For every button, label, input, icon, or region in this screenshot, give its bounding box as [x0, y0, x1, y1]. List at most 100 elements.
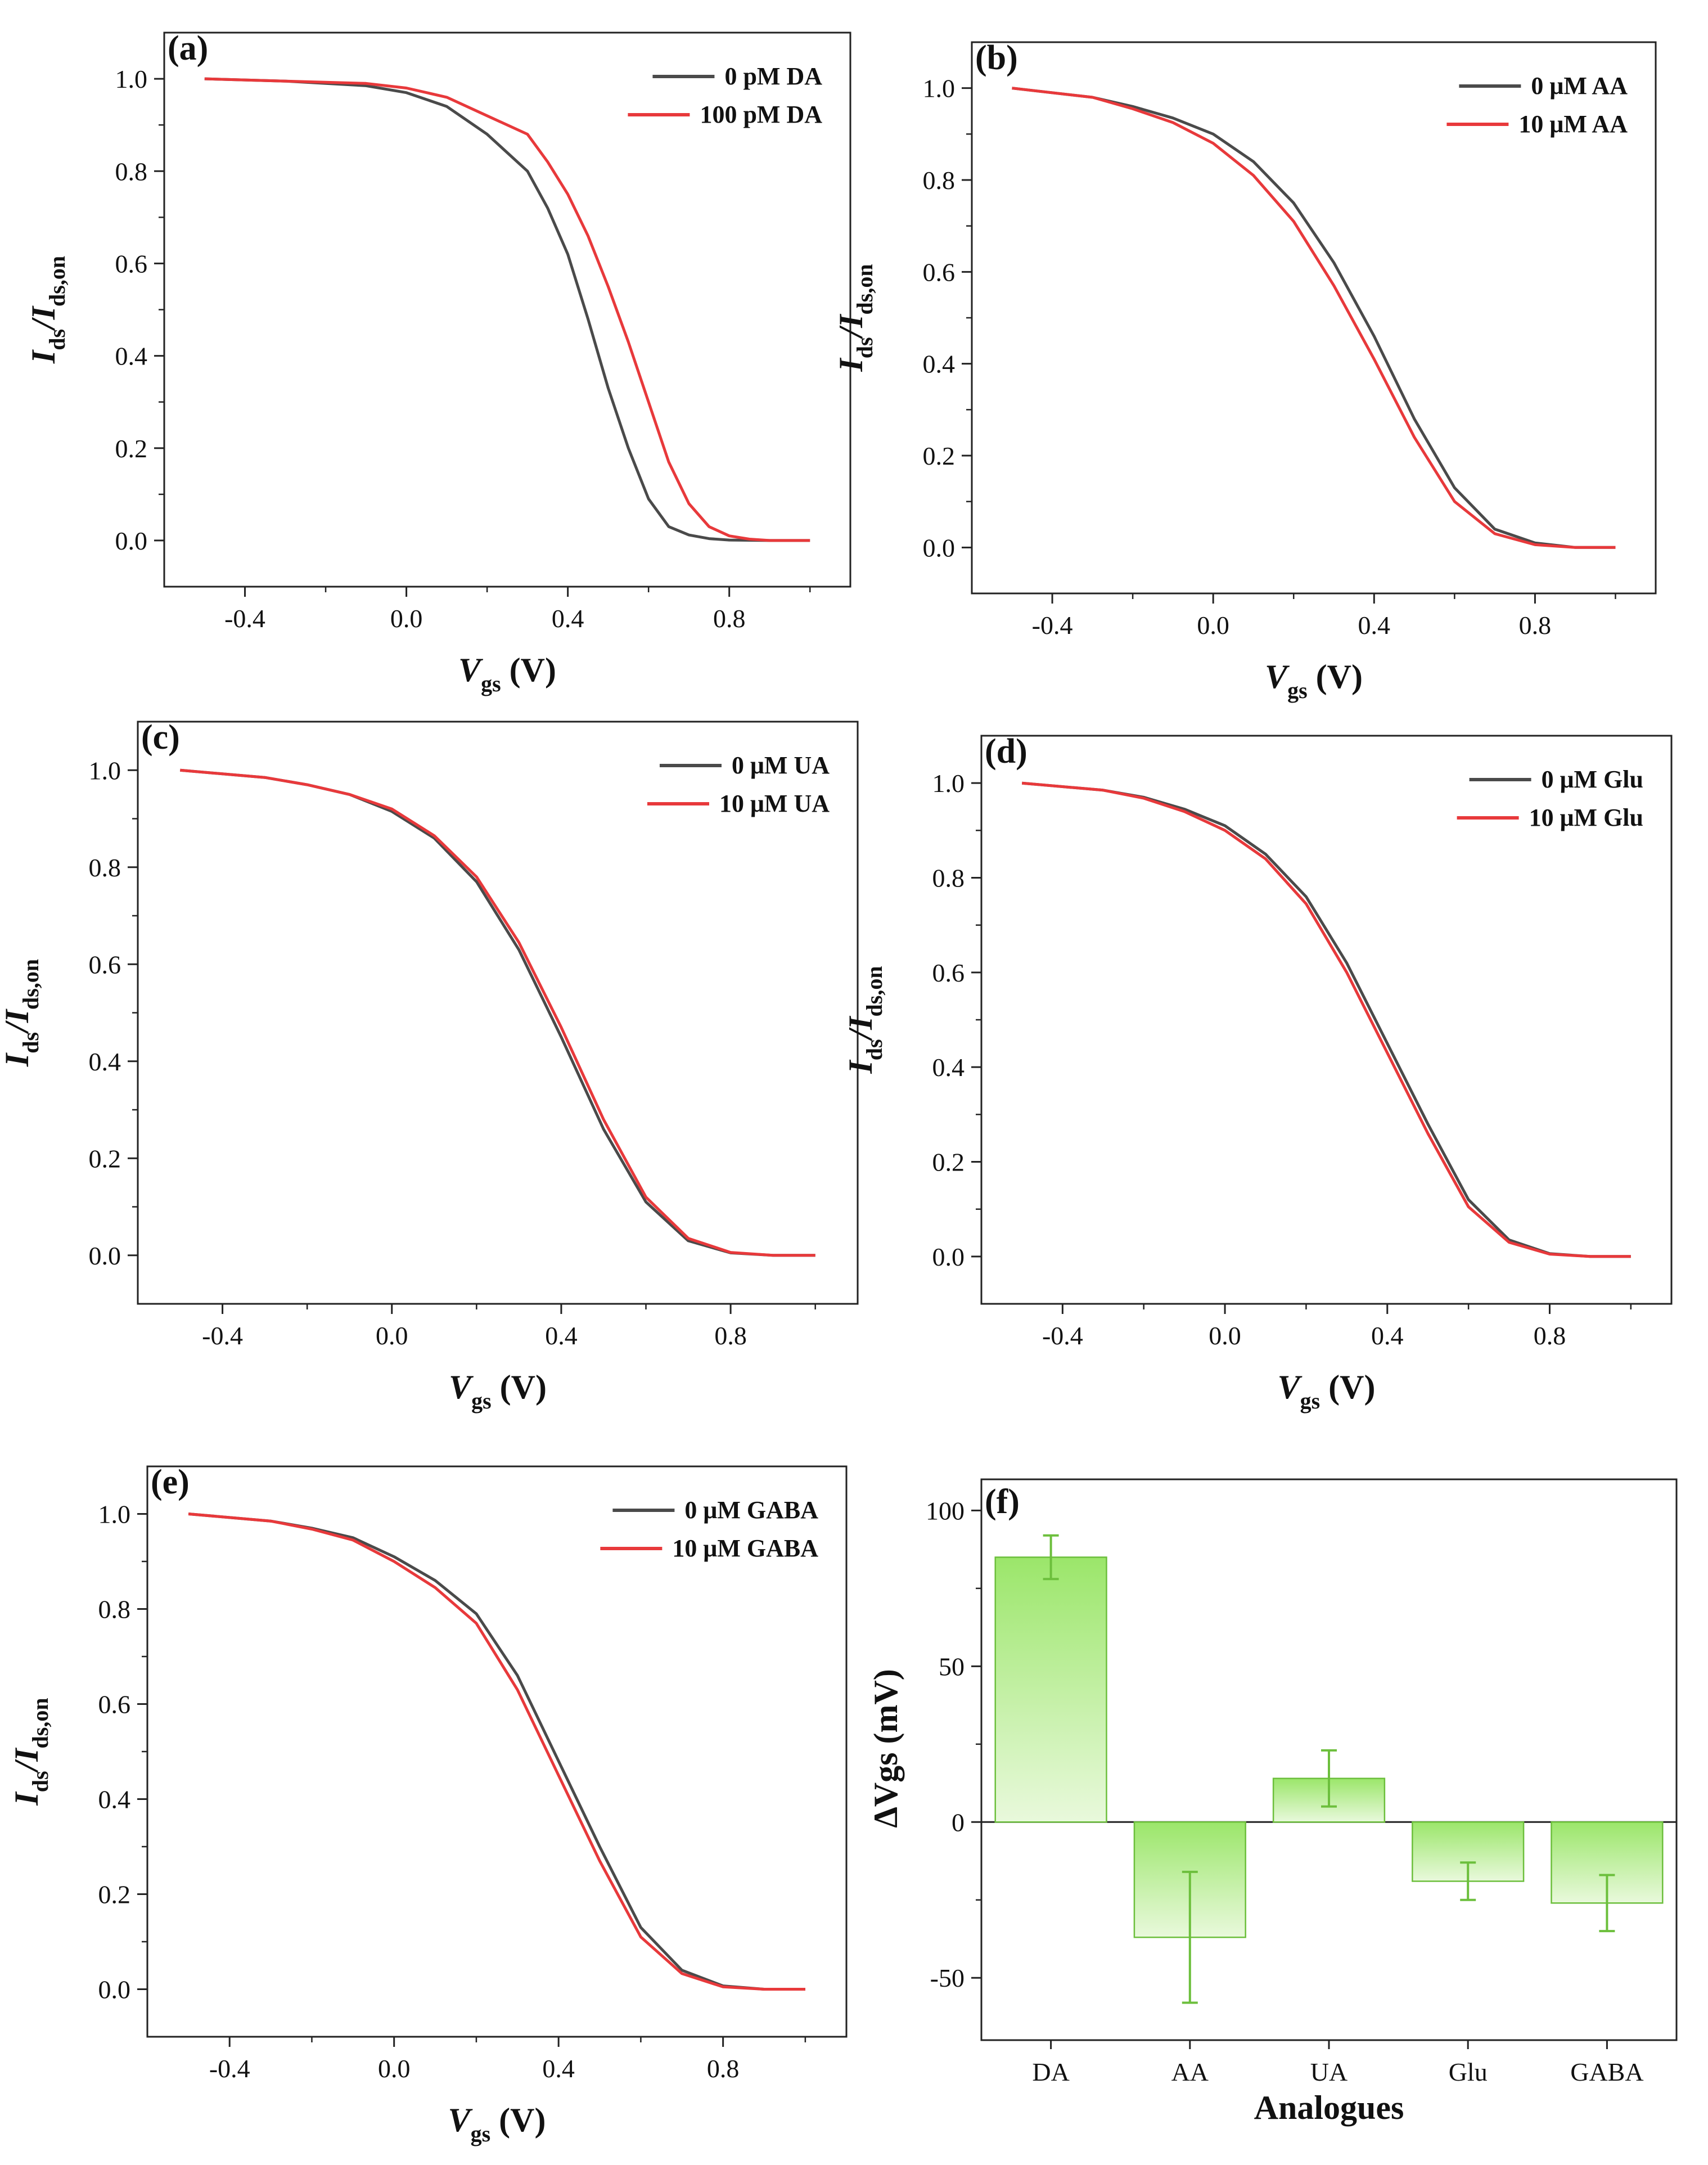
y-tick-label: 0.2 — [98, 1880, 131, 1909]
y-tick-label: 0.4 — [98, 1785, 131, 1814]
y-tick-label: 1.0 — [923, 74, 956, 103]
series-line-0 — [188, 1513, 805, 1991]
x-tick-label: 0.0 — [1209, 1321, 1241, 1350]
x-tick-label: 0.4 — [1371, 1321, 1404, 1350]
x-label-unit: (V) — [1320, 1369, 1375, 1406]
panel-label: (d) — [985, 732, 1027, 771]
y-label-slash: /I — [842, 1015, 879, 1042]
series-line-1 — [204, 77, 810, 542]
y-label-slash: /I — [8, 1747, 45, 1774]
x-axis-label: Vgs (V) — [458, 651, 556, 696]
x-tick-label: 0.8 — [1534, 1321, 1566, 1350]
y-tick-label: 0.6 — [932, 958, 965, 987]
y-tick-label: 0.4 — [115, 342, 148, 371]
y-tick-label: 0.8 — [89, 853, 121, 882]
chart-panel-5: -50 0 50 100 DA AA UA Glu GABA (f) Analogues ΔVgs (… — [867, 1478, 1678, 2126]
legend-label: 100 pM DA — [700, 101, 822, 128]
y-tick-label: 0.8 — [98, 1595, 131, 1624]
x-tick-label: AA — [1171, 2058, 1209, 2086]
y-tick-label: 0.0 — [923, 533, 956, 562]
y-tick-label: 0.0 — [932, 1243, 965, 1271]
y-label-main: I — [25, 349, 62, 364]
legend-label: 10 μM UA — [719, 790, 830, 817]
y-tick-label: 100 — [926, 1496, 965, 1525]
y-tick-label: 50 — [939, 1652, 965, 1681]
y-tick-label: 0.2 — [923, 442, 956, 470]
y-label-slash: /I — [25, 305, 62, 331]
y-tick-label: 0.4 — [89, 1047, 121, 1076]
series-line-0 — [1021, 781, 1631, 1258]
series-line-0 — [204, 77, 810, 542]
y-label-sub2: ds,on — [28, 1698, 53, 1748]
series-line-1 — [180, 768, 815, 1257]
y-axis-label: Ids/Ids,on — [8, 1698, 53, 1806]
y-tick-label: 0.0 — [115, 526, 148, 555]
series-line-1 — [1012, 87, 1616, 549]
x-axis-label: Vgs (V) — [1278, 1369, 1376, 1414]
x-label-main: V — [449, 1369, 474, 1406]
x-tick-label: 0.8 — [713, 604, 746, 633]
x-tick-label: -0.4 — [209, 2054, 250, 2083]
y-label-sub2: ds,on — [852, 264, 877, 314]
x-tick-label: 0.4 — [552, 604, 584, 633]
x-tick-label: 0.0 — [390, 604, 423, 633]
panel-label: (b) — [975, 39, 1018, 77]
y-label-sub: ds — [44, 329, 70, 350]
x-label-main: V — [1278, 1369, 1303, 1406]
y-tick-label: 0.0 — [89, 1241, 121, 1270]
legend-label: 0 μM UA — [732, 751, 830, 779]
y-label-sub: ds — [18, 1032, 43, 1054]
x-tick-label: DA — [1032, 2058, 1069, 2086]
y-tick-label: 0.6 — [115, 249, 148, 278]
panel-label: (f) — [985, 1483, 1020, 1521]
y-tick-label: -50 — [930, 1964, 965, 1992]
x-label-sub: gs — [471, 1388, 492, 1414]
y-tick-label: 0.8 — [115, 157, 148, 186]
legend-label: 0 pM DA — [724, 62, 822, 90]
panel-label: (a) — [168, 29, 208, 67]
y-label-main: I — [832, 357, 869, 372]
y-label-main: I — [842, 1059, 879, 1074]
x-tick-label: 0.0 — [376, 1321, 408, 1350]
x-tick-label: -0.4 — [1042, 1321, 1083, 1350]
x-label-sub: gs — [481, 671, 501, 696]
chart-panel-4: 0.0 0.2 0.4 0.6 0.8 1.0 -0.4 0.0 0.4 0.8 (e) 0 μM G… — [8, 1463, 848, 2146]
chart-panel-1: 0.0 0.2 0.4 0.6 0.8 1.0 -0.4 0.0 0.4 0.8 (b) 0 μM A… — [832, 39, 1657, 703]
x-tick-label: 0.4 — [1358, 611, 1391, 640]
bar-da — [994, 1556, 1107, 1823]
y-axis-label: ΔVgs (mV) — [867, 1669, 904, 1828]
chart-panel-0: 0.0 0.2 0.4 0.6 0.8 1.0 -0.4 0.0 0.4 0.8 (a) 0 pM D… — [25, 29, 851, 696]
x-tick-label: -0.4 — [202, 1321, 243, 1350]
panel-label: (c) — [141, 718, 180, 757]
x-tick-label: 0.8 — [707, 2054, 740, 2083]
y-label-slash: /I — [832, 313, 869, 340]
panel-label: (e) — [151, 1463, 190, 1501]
series-line-0 — [1012, 87, 1616, 549]
y-tick-label: 0.8 — [932, 864, 965, 893]
x-axis-label: Vgs (V) — [449, 1369, 547, 1414]
y-label-sub2: ds,on — [44, 256, 70, 307]
x-tick-label: 0.8 — [1519, 611, 1552, 640]
y-axis-label: Ids/Ids,on — [842, 966, 887, 1074]
y-label-sub: ds — [28, 1771, 53, 1792]
y-tick-label: 0.6 — [923, 258, 956, 286]
y-axis-label: Ids/Ids,on — [832, 264, 877, 372]
legend-label: 10 μM AA — [1518, 110, 1628, 138]
series-line-1 — [1021, 781, 1631, 1258]
y-label-sub2: ds,on — [862, 966, 887, 1016]
y-tick-label: 1.0 — [98, 1500, 131, 1529]
x-label-unit: (V) — [492, 1369, 547, 1406]
x-tick-label: 0.0 — [378, 2054, 411, 2083]
y-label-text: ΔVgs (mV) — [867, 1669, 904, 1828]
x-tick-label: Glu — [1449, 2058, 1488, 2086]
legend-label: 10 μM Glu — [1529, 804, 1643, 831]
legend-label: 0 μM GABA — [684, 1496, 818, 1524]
y-tick-label: 0.2 — [932, 1148, 965, 1177]
x-tick-label: -0.4 — [224, 604, 265, 633]
x-label-sub: gs — [1300, 1388, 1321, 1414]
y-label-main: I — [8, 1791, 45, 1806]
y-tick-label: 0.6 — [89, 950, 121, 979]
y-label-slash: /I — [0, 1008, 35, 1034]
y-tick-label: 0.2 — [89, 1144, 121, 1173]
